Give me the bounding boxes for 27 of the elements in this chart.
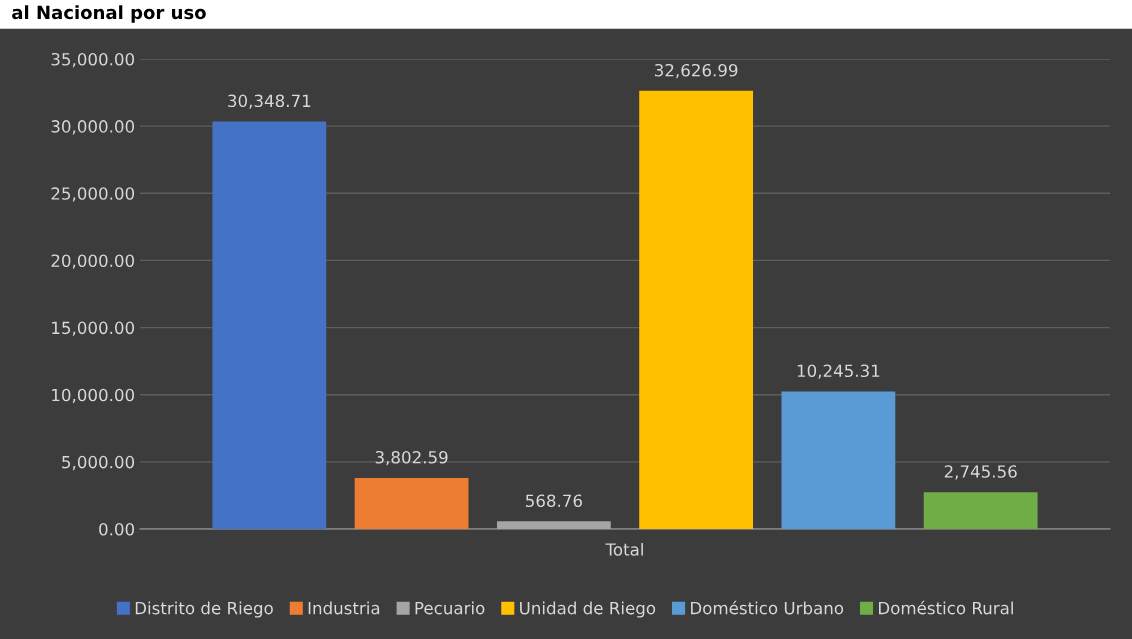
bar [639,90,754,529]
data-label: 32,626.99 [654,63,738,79]
bar [923,492,1038,529]
legend-label: Doméstico Rural [878,600,1013,615]
legend-label: Doméstico Urbano [691,600,844,615]
data-label: 568.76 [525,494,582,508]
bar [212,121,327,529]
y-tick-label: 20,000.00 [51,254,135,269]
y-tick-label: 15,000.00 [52,321,135,336]
bar [781,391,896,529]
y-tick-label: 25,000.00 [51,187,135,202]
y-tick-label: 30,000.00 [51,120,135,135]
data-label: 2,745.56 [944,465,1017,480]
data-label: 30,348.71 [228,94,311,109]
x-tick-label: Total [605,542,643,556]
legend-label: Distrito de Riego [135,601,273,618]
y-tick-label: 0.00 [99,522,135,536]
y-tick-label: 35,000.00 [51,52,135,68]
data-label: 3,802.59 [375,450,448,466]
bar [354,477,469,529]
data-label: 10,245.31 [797,364,880,379]
y-tick-label: 10,000.00 [52,388,135,403]
legend-label: Unidad de Riego [520,601,656,618]
y-tick-label: 5,000.00 [62,455,135,471]
chart-title: al Nacional por uso [12,5,206,23]
legend-label: Industria [308,601,380,615]
legend-label: Pecuario [415,601,485,615]
